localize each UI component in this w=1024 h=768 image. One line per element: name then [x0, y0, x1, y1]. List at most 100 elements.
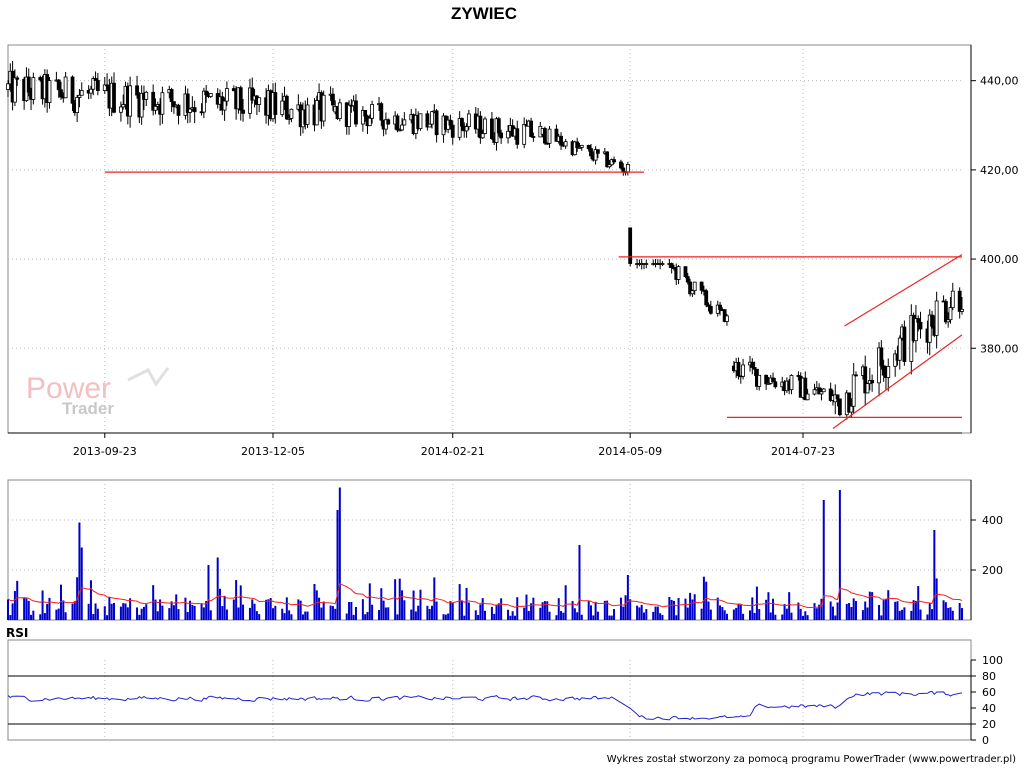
volume-bar	[221, 606, 224, 620]
volume-bar	[659, 613, 662, 620]
volume-bar	[668, 596, 671, 620]
volume-bar	[267, 599, 270, 620]
candle-body	[280, 100, 285, 115]
volume-bar	[656, 606, 659, 620]
candle-body	[766, 382, 771, 385]
volume-bar	[613, 609, 616, 620]
volume-bar	[532, 597, 535, 620]
volume-bar	[774, 614, 777, 620]
volume-bar	[919, 609, 922, 620]
candle-body	[102, 84, 107, 91]
candle-body	[950, 290, 955, 309]
candle-body	[879, 347, 884, 367]
volume-bar	[693, 594, 696, 620]
candle-body	[139, 92, 144, 118]
candle-body	[95, 80, 100, 91]
rsi-tick-label: 20	[982, 718, 996, 731]
candle-body	[596, 149, 600, 154]
volume-bar	[645, 609, 648, 620]
candle-body	[222, 100, 227, 111]
rsi-panel-frame	[7, 639, 972, 741]
candle-body	[56, 79, 61, 91]
volume-bar	[732, 609, 735, 620]
volume-bar	[836, 602, 839, 620]
volume-bar	[564, 585, 567, 620]
candle-body	[430, 111, 434, 125]
candle-body	[363, 109, 368, 117]
candle-body	[144, 91, 149, 100]
volume-bar	[403, 600, 406, 620]
candle-body	[757, 374, 762, 387]
x-tick-label: 2014-02-21	[421, 445, 485, 458]
volume-bar	[269, 598, 272, 620]
rsi-panel-label: RSI	[6, 626, 28, 640]
x-tick-label: 2014-07-23	[771, 445, 835, 458]
volume-bar	[205, 600, 208, 620]
candle-body	[77, 94, 82, 98]
volume-bar	[855, 601, 857, 620]
candle-body	[448, 119, 453, 126]
volume-bar	[516, 597, 519, 620]
volume-bar	[670, 599, 673, 620]
volume-bar	[89, 580, 92, 620]
volume-bar	[481, 598, 484, 620]
rsi-tick-label: 0	[982, 734, 989, 747]
volume-bar	[868, 591, 871, 620]
candle-body	[287, 117, 292, 120]
volume-bar	[219, 588, 221, 620]
candle-body	[708, 306, 713, 314]
volume-bar	[530, 603, 533, 620]
volume-bars	[7, 487, 963, 620]
volume-bar	[87, 603, 90, 620]
candle-body	[628, 227, 633, 264]
volume-bar	[675, 615, 678, 620]
candle-body	[752, 367, 757, 370]
volume-bar	[96, 608, 99, 620]
volume-bar	[239, 585, 242, 620]
volume-bar	[928, 603, 931, 620]
volume-bar	[636, 605, 639, 620]
volume-bar	[272, 608, 274, 620]
candle-body	[930, 314, 934, 327]
x-tick-label: 2013-09-23	[73, 445, 137, 458]
candle-body	[589, 148, 593, 157]
volume-bar	[725, 613, 728, 620]
volume-bar	[887, 590, 890, 620]
volume-bar	[126, 607, 129, 620]
volume-bar	[177, 609, 180, 620]
volume-bar	[815, 608, 818, 620]
candle-body	[543, 128, 547, 144]
candle-body	[337, 102, 342, 119]
volume-bar	[933, 530, 936, 620]
volume-bar	[283, 613, 286, 620]
volume-bar	[751, 597, 754, 620]
volume-bar	[864, 601, 867, 620]
volume-bar	[348, 602, 351, 620]
candle-body	[450, 124, 455, 138]
volume-bar	[154, 599, 157, 620]
candle-body	[231, 88, 236, 92]
candle-body	[480, 133, 485, 139]
volume-bar	[71, 603, 74, 620]
volume-bar	[643, 612, 645, 620]
rsi-tick-label: 40	[982, 702, 996, 715]
volume-bar	[866, 607, 869, 620]
volume-bar	[46, 603, 49, 620]
volume-bar	[523, 607, 526, 620]
volume-bar	[145, 604, 148, 620]
volume-bar	[142, 606, 145, 620]
volume-bar	[557, 598, 560, 620]
candle-body	[575, 141, 580, 148]
x-tick-label: 2014-05-09	[598, 445, 662, 458]
candle-body	[241, 109, 245, 114]
volume-bar	[765, 599, 768, 620]
volume-tick-label: 200	[982, 564, 1003, 577]
volume-bar	[338, 487, 341, 620]
volume-bar	[138, 614, 141, 620]
volume-bar	[497, 603, 500, 620]
candle-body	[690, 290, 695, 295]
candle-body	[741, 364, 745, 377]
volume-bar	[103, 606, 106, 620]
candle-body	[660, 263, 665, 265]
volume-bar	[861, 610, 864, 620]
